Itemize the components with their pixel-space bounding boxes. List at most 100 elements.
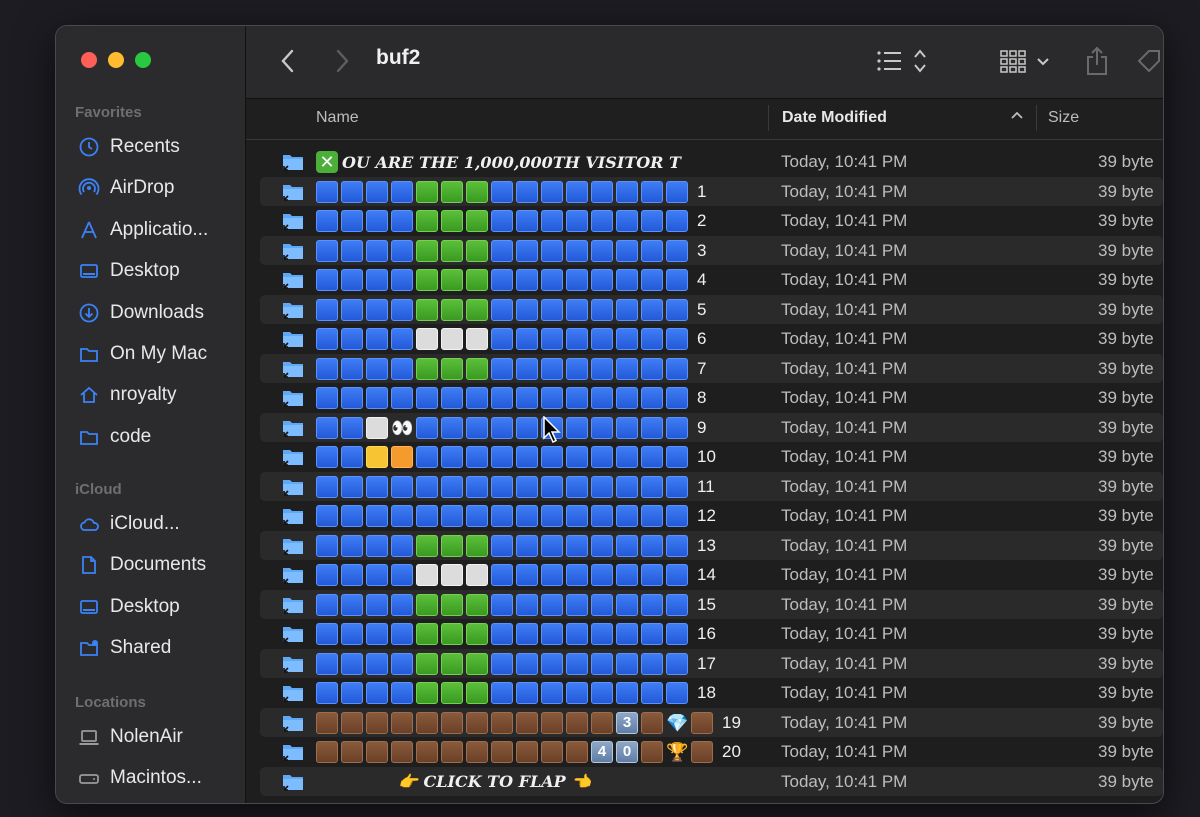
blue-square [341, 387, 363, 409]
green-square [416, 623, 438, 645]
minimize-button[interactable] [108, 52, 124, 68]
folder-alias-icon [282, 654, 304, 674]
close-button[interactable] [81, 52, 97, 68]
date-modified: Today, 10:41 PM [781, 742, 908, 761]
group-button[interactable] [1000, 46, 1056, 76]
blue-square [491, 682, 513, 704]
file-size: 39 byte [1098, 594, 1154, 614]
forward-button[interactable] [330, 46, 354, 76]
blue-square [616, 593, 638, 616]
blue-square [316, 180, 338, 203]
blue-square [341, 593, 363, 616]
sidebar-item-applicatio[interactable]: Applicatio... [78, 215, 208, 245]
blue-square [641, 505, 663, 527]
brown-square [441, 711, 463, 734]
row-number: 3 [697, 240, 707, 260]
sidebar-item-desktop[interactable]: Desktop [78, 592, 180, 622]
column-date-modified[interactable]: Date Modified [782, 109, 887, 126]
blue-square [541, 328, 563, 350]
blue-square [566, 682, 588, 704]
date-modified: Today, 10:41 PM [781, 152, 908, 171]
sidebar-item-documents[interactable]: Documents [78, 550, 206, 580]
sidebar-item-desktop[interactable]: Desktop [78, 256, 180, 286]
blue-square [591, 416, 613, 439]
file-size: 39 byte [1098, 742, 1154, 761]
brown-square [441, 741, 463, 763]
table-row[interactable]: 3 💎 19 Today, 10:41 PM 39 byte [260, 707, 1163, 737]
blue-square [316, 652, 338, 675]
sidebar-item-icloud[interactable]: iCloud... [78, 509, 180, 539]
view-list-button[interactable] [876, 46, 932, 76]
table-row[interactable]: 👀 9 Today, 10:41 PM 39 byte [260, 412, 1163, 442]
table-row[interactable]: 3 Today, 10:41 PM 39 byte [260, 235, 1163, 265]
table-row[interactable]: 10 Today, 10:41 PM 39 byte [260, 442, 1163, 472]
brown-square [316, 711, 338, 734]
table-row[interactable]: 17 Today, 10:41 PM 39 byte [260, 648, 1163, 678]
blue-square [316, 416, 338, 439]
blue-square [541, 593, 563, 616]
blue-square [341, 416, 363, 439]
column-size[interactable]: Size [1048, 109, 1080, 126]
row-number: 14 [697, 565, 716, 584]
file-size: 39 byte [1098, 358, 1154, 378]
row-number: 15 [697, 594, 716, 614]
sidebar-item-downloads[interactable]: Downloads [78, 298, 204, 328]
sidebar-item-code[interactable]: code [78, 422, 151, 452]
table-row[interactable]: 4 0 🏆 20 Today, 10:41 PM 39 byte [260, 737, 1163, 767]
blue-square [366, 387, 388, 409]
tag-button[interactable] [1136, 46, 1162, 76]
table-row[interactable]: 16 Today, 10:41 PM 39 byte [260, 619, 1163, 649]
blue-square [566, 269, 588, 291]
table-row[interactable]: 8 Today, 10:41 PM 39 byte [260, 383, 1163, 413]
table-row[interactable]: 15 Today, 10:41 PM 39 byte [260, 589, 1163, 619]
table-row[interactable]: 18 Today, 10:41 PM 39 byte [260, 678, 1163, 708]
sidebar-item-shared[interactable]: Shared [78, 633, 171, 663]
table-row[interactable]: 7 Today, 10:41 PM 39 byte [260, 353, 1163, 383]
column-divider[interactable] [1036, 105, 1037, 131]
sidebar-item-macintos[interactable]: Macintos... [78, 763, 202, 793]
date-modified: Today, 10:41 PM [781, 653, 908, 673]
blue-square [641, 298, 663, 321]
table-row[interactable]: 6 Today, 10:41 PM 39 byte [260, 324, 1163, 354]
green-square [416, 652, 438, 675]
table-row[interactable]: 14 Today, 10:41 PM 39 byte [260, 560, 1163, 590]
sidebar-item-on-my-mac[interactable]: On My Mac [78, 339, 207, 369]
back-button[interactable] [276, 46, 300, 76]
table-row[interactable]: 11 Today, 10:41 PM 39 byte [260, 471, 1163, 501]
column-divider[interactable] [768, 105, 769, 131]
file-size: 39 byte [1098, 771, 1154, 791]
table-row[interactable]: 12 Today, 10:41 PM 39 byte [260, 501, 1163, 531]
blue-square [666, 239, 688, 262]
blue-square [441, 475, 463, 498]
table-row[interactable]: ✕ OU ARE THE 1,000,000TH VISITOR T Today, … [260, 147, 1163, 177]
table-row[interactable]: 13 Today, 10:41 PM 39 byte [260, 530, 1163, 560]
blue-square [341, 475, 363, 498]
blue-square [616, 180, 638, 203]
table-row[interactable]: 👉 CLICK TO FLAP 👈 Today, 10:41 PM 39 byte [260, 766, 1163, 796]
table-row[interactable]: 1 Today, 10:41 PM 39 byte [260, 176, 1163, 206]
zoom-button[interactable] [135, 52, 151, 68]
blue-square [641, 593, 663, 616]
sidebar-item-label: Recents [110, 136, 180, 157]
sidebar-item-airdrop[interactable]: AirDrop [78, 173, 174, 203]
blue-square [566, 298, 588, 321]
table-row[interactable]: 2 Today, 10:41 PM 39 byte [260, 206, 1163, 236]
sidebar-item-nroyalty[interactable]: nroyalty [78, 380, 177, 410]
share-button[interactable] [1084, 46, 1110, 76]
blue-square [591, 475, 613, 498]
chevron-left-icon [281, 49, 294, 73]
blue-square [441, 387, 463, 409]
sidebar-item-nolenair[interactable]: NolenAir [78, 722, 183, 752]
column-name[interactable]: Name [316, 109, 359, 126]
blue-square [366, 682, 388, 704]
table-row[interactable]: 5 Today, 10:41 PM 39 byte [260, 294, 1163, 324]
blue-square [566, 416, 588, 439]
sidebar-item-recents[interactable]: Recents [78, 132, 180, 162]
folder-alias-icon [282, 506, 304, 526]
green-square [466, 682, 488, 704]
column-header: Name Date Modified Size [246, 99, 1163, 140]
table-row[interactable]: 4 Today, 10:41 PM 39 byte [260, 265, 1163, 295]
gem-icon: 💎 [666, 712, 689, 733]
row-number: 6 [697, 329, 707, 348]
sidebar-item-label: On My Mac [110, 343, 208, 364]
